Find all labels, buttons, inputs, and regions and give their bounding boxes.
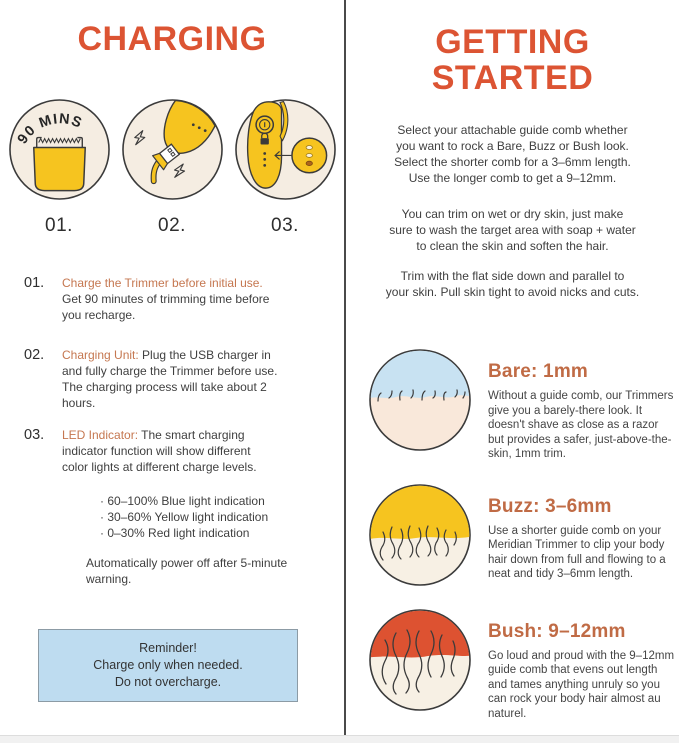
step-heading: Charging Unit: [62,348,139,362]
reminder-box: Reminder! Charge only when needed. Do no… [38,629,298,702]
bottom-edge [0,735,679,743]
step-number: 03. [24,427,45,443]
led-indicator-icon [234,99,336,200]
buzz-style-icon [369,483,471,586]
step-text: LED Indicator: The smart charging indica… [62,427,257,475]
step: 01. Charge the Trimmer before initial us… [24,275,338,323]
style-name: Bare: 1mm [488,361,589,382]
style-desc: Go loud and proud with the 9–12mm guide … [488,649,675,720]
arrow-left-icon [273,151,291,160]
step-number: 02. [24,347,45,363]
trim-styles: Bare: 1mm Without a guide comb, our Trim… [346,348,679,721]
lock-icon [260,132,268,139]
step: 02. Charging Unit: Plug the USB charger … [24,347,338,411]
intro-paragraph: Trim with the flat side down and paralle… [385,269,640,299]
illustration-numbers: 01. 02. 03. [0,215,344,237]
step-heading: LED Indicator: [62,428,139,442]
step-body: Plug the USB charger in and fully charge… [62,348,278,410]
bush-style-icon [369,608,471,711]
step-number: 01. [24,275,45,291]
style-row-buzz: Buzz: 3–6mm Use a shorter guide comb on … [368,483,679,587]
bullet-item: · 0–30% Red light indication [100,526,250,540]
usb-charger-icon [121,99,223,200]
step-body: Get 90 minutes of trimming time before y… [62,292,270,322]
charging-steps: 01. Charge the Trimmer before initial us… [24,275,338,587]
bare-style-icon [369,349,471,451]
icon-number: 02. [158,215,186,236]
icon-number: 01. [45,215,73,236]
step-text: Charge the Trimmer before initial use. G… [62,275,269,323]
led-color-bullets: · 60–100% Blue light indication · 30–60%… [100,493,338,541]
style-text: Bush: 9–12mm Go loud and proud with the … [488,621,675,722]
bullet-item: · 30–60% Yellow light indication [100,510,269,524]
step-heading: Charge the Trimmer before initial use. [62,276,263,290]
step-body: The smart charging indicator function wi… [62,428,257,474]
charging-section: CHARGING 90 MINS [0,0,344,702]
intro-paragraph: You can trim on wet or dry skin, just ma… [389,207,636,253]
style-row-bush: Bush: 9–12mm Go loud and proud with the … [368,608,679,722]
getting-started-title: GETTING STARTED [431,23,594,97]
lock-body-icon [260,138,269,145]
style-desc: Without a guide comb, our Trimmers give … [488,390,674,460]
bullet-item: · 60–100% Blue light indication [100,494,265,508]
trimmer-90mins-icon: 90 MINS [8,99,110,200]
step: 03. LED Indicator: The smart charging in… [24,427,338,475]
style-name: Buzz: 3–6mm [488,495,612,517]
style-name: Bush: 9–12mm [488,620,626,642]
style-desc: Use a shorter guide comb on your Meridia… [488,524,666,581]
icon-number: 03. [271,215,299,236]
getting-started-section: GETTING STARTED Select your attachable g… [346,0,679,742]
style-row-bare: Bare: 1mm Without a guide comb, our Trim… [368,348,679,462]
charging-title: CHARGING [77,20,267,58]
column-divider [344,0,346,735]
intro-paragraph: Select your attachable guide comb whethe… [394,123,631,185]
charging-illustrations: 90 MINS [0,98,344,201]
step-text: Charging Unit: Plug the USB charger in a… [62,347,277,411]
style-text: Buzz: 3–6mm Use a shorter guide comb on … [488,496,675,587]
lightning-bolt-icon [133,130,185,178]
style-text: Bare: 1mm Without a guide comb, our Trim… [488,361,675,462]
auto-off-note: Automatically power off after 5-minute w… [86,556,288,586]
